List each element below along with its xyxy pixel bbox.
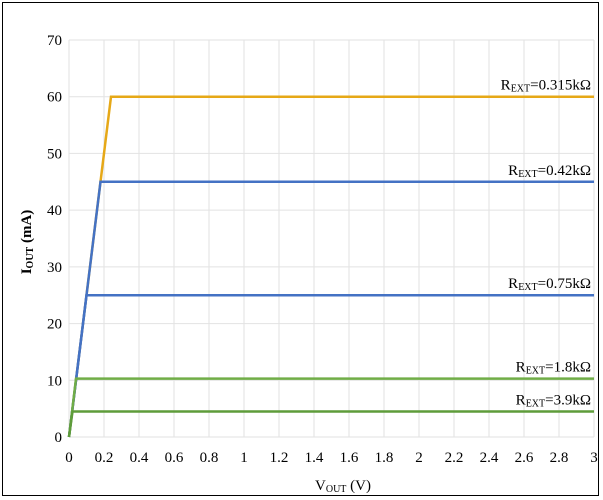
y-tick-label: 10 [47, 373, 62, 389]
grid-layer [68, 39, 595, 438]
series-label: REXT=0.42kΩ [508, 163, 591, 180]
y-tick-label: 40 [47, 203, 62, 219]
y-tick-label: 50 [47, 146, 62, 162]
x-tick-label: 0.2 [95, 450, 114, 466]
x-tick-label: 2.2 [445, 450, 464, 466]
y-tick-label: 60 [47, 90, 62, 106]
x-tick-label: 3 [590, 450, 598, 466]
curve-label-layer: REXT=0.315kΩ REXT=0.42kΩ REXT=0.75kΩ REXT=1… [501, 78, 591, 410]
x-tick-label: 2 [415, 450, 423, 466]
x-tick-label: 2.8 [550, 450, 569, 466]
series-label: REXT=0.75kΩ [508, 276, 591, 293]
x-tick-label: 1.4 [305, 450, 324, 466]
series-label: REXT=0.315kΩ [501, 78, 591, 95]
x-tick-label: 2.4 [480, 450, 499, 466]
y-tick-label: 20 [47, 317, 62, 333]
tick-layer: 0 0.2 0.4 0.6 0.8 1 1.2 1.4 1.6 1.8 2 2.2 2.4 2.6 2.8 3… [47, 33, 598, 466]
x-axis-title: VOUT (V) [315, 478, 371, 495]
y-tick-label: 70 [47, 33, 62, 49]
series-label: REXT=3.9kΩ [516, 392, 591, 409]
x-tick-label: 1.2 [270, 450, 289, 466]
x-tick-label: 2.6 [515, 450, 534, 466]
y-axis-title: IOUT (mA) [19, 210, 36, 275]
chart-frame [2, 2, 599, 496]
y-tick-label: 0 [55, 430, 63, 446]
x-tick-label: 0.6 [165, 450, 184, 466]
x-tick-label: 0.8 [200, 450, 219, 466]
series-layer [67, 95, 594, 438]
y-tick-label: 30 [47, 260, 62, 276]
x-tick-label: 1.8 [375, 450, 394, 466]
x-tick-label: 0 [65, 450, 73, 466]
series-label: REXT=1.8kΩ [516, 360, 591, 377]
series-line [67, 410, 594, 438]
x-tick-label: 1 [240, 450, 248, 466]
x-tick-label: 0.4 [130, 450, 149, 466]
x-tick-label: 1.6 [340, 450, 359, 466]
